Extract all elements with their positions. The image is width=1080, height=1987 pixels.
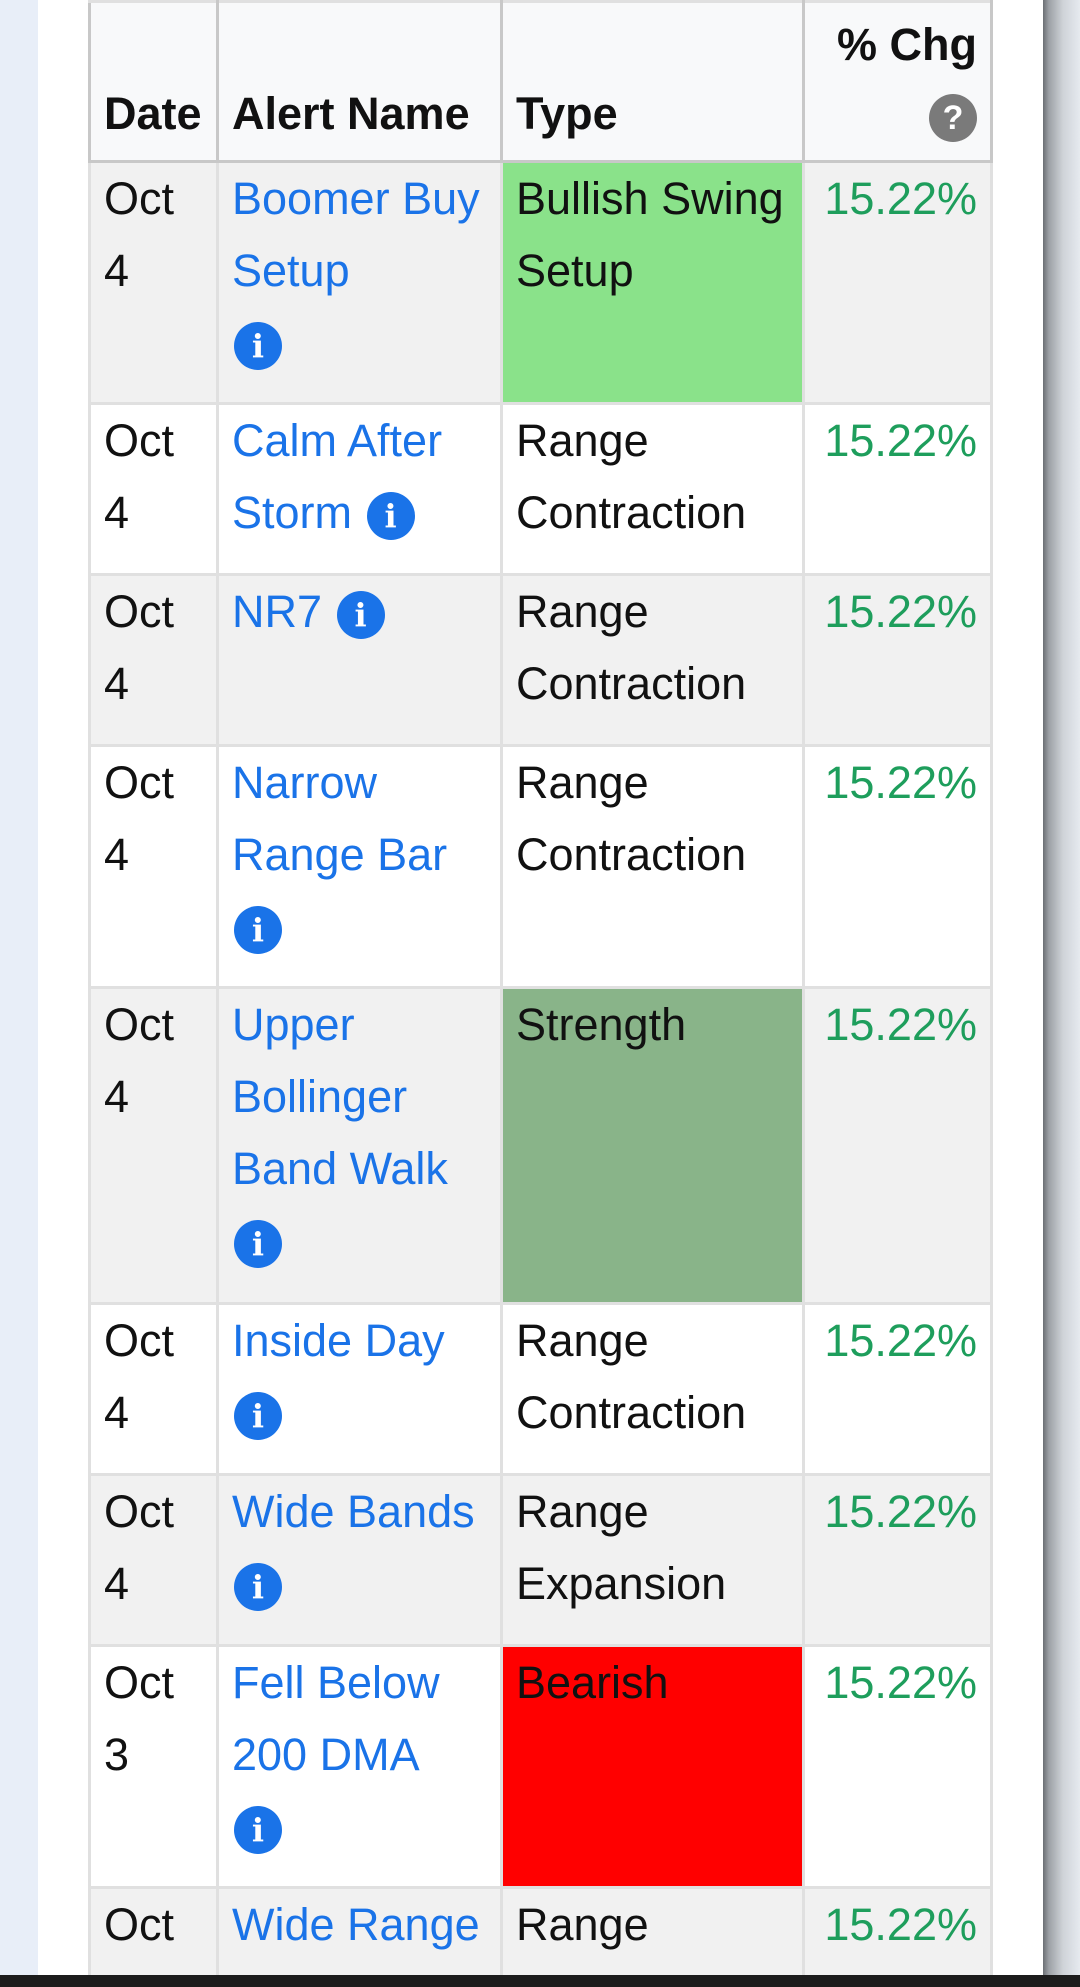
alert-name-cell: Boomer Buy Setup i: [216, 160, 503, 405]
percent-change: 15.22%: [802, 744, 993, 989]
bottom-edge-bar: [0, 1975, 1080, 1987]
alert-name-link[interactable]: NR7: [232, 586, 323, 637]
alert-type: Range Expansion: [500, 1473, 805, 1647]
table-row: Oct 4 Narrow Range Bar i Range Contractio…: [88, 744, 993, 989]
alert-name-link[interactable]: Narrow Range Bar: [232, 757, 448, 880]
info-icon[interactable]: i: [234, 906, 282, 955]
alert-name-cell: Wide Range: [216, 1886, 503, 1975]
alert-date: Oct 4: [88, 744, 219, 989]
column-header-alert-name[interactable]: Alert Name: [216, 0, 503, 163]
alert-date: Oct: [88, 1886, 219, 1975]
alert-name-cell: Inside Day i: [216, 1302, 503, 1476]
alert-date: Oct 4: [88, 1302, 219, 1476]
alert-name-link[interactable]: Upper Bollinger Band Walk: [232, 999, 448, 1194]
table-row: Oct 4 Upper Bollinger Band Walk i Strengt…: [88, 986, 993, 1305]
alert-name-cell: Fell Below 200 DMA i: [216, 1644, 503, 1889]
alert-date: Oct 4: [88, 986, 219, 1305]
alert-type: Bullish Swing Setup: [500, 160, 805, 405]
info-icon[interactable]: i: [234, 1563, 282, 1612]
alert-type: Range: [500, 1886, 805, 1975]
percent-change: 15.22%: [802, 402, 993, 576]
alert-type: Bearish: [500, 1644, 805, 1889]
info-icon[interactable]: i: [234, 1392, 282, 1441]
alert-name-link[interactable]: Inside Day: [232, 1315, 445, 1366]
column-header-date[interactable]: Date: [88, 0, 219, 163]
info-icon[interactable]: i: [234, 1220, 282, 1269]
alert-date: Oct 3: [88, 1644, 219, 1889]
content-panel[interactable]: Date Alert Name Type % Chg ? Oct 4 Boome…: [38, 0, 1043, 1975]
page-background-left: [0, 0, 38, 1987]
info-icon[interactable]: i: [336, 591, 385, 640]
column-header-chg[interactable]: % Chg ?: [802, 0, 993, 163]
table-row: Oct 4 Wide Bands i Range Expansion 15.22%: [88, 1473, 993, 1647]
alert-name-cell: Upper Bollinger Band Walk i: [216, 986, 503, 1305]
column-header-type[interactable]: Type: [500, 0, 805, 163]
table-header-row: Date Alert Name Type % Chg ?: [88, 0, 993, 163]
alert-name-link[interactable]: Boomer Buy Setup: [232, 173, 480, 296]
table-row: Oct 4 NR7 i Range Contraction 15.22%: [88, 573, 993, 747]
help-icon[interactable]: ?: [929, 94, 977, 143]
column-header-chg-label: % Chg: [837, 19, 977, 70]
table-row: Oct 3 Fell Below 200 DMA i Bearish 15.22%: [88, 1644, 993, 1889]
alert-type: Range Contraction: [500, 744, 805, 989]
table-row: Oct 4 Boomer Buy Setup i Bullish Swing Se…: [88, 160, 993, 405]
percent-change: 15.22%: [802, 986, 993, 1305]
alert-type: Range Contraction: [500, 1302, 805, 1476]
info-icon[interactable]: i: [366, 492, 415, 541]
alert-name-cell: Narrow Range Bar i: [216, 744, 503, 989]
alert-name-cell: NR7 i: [216, 573, 503, 747]
alerts-table: Date Alert Name Type % Chg ? Oct 4 Boome…: [88, 0, 993, 1975]
table-row: Oct 4 Inside Day i Range Contraction 15.2…: [88, 1302, 993, 1476]
table-row: Oct Wide Range Range 15.22%: [88, 1886, 993, 1975]
info-icon[interactable]: i: [234, 322, 282, 371]
alert-date: Oct 4: [88, 1473, 219, 1647]
table-row: Oct 4 Calm After Storm i Range Contracti…: [88, 402, 993, 576]
percent-change: 15.22%: [802, 1302, 993, 1476]
alert-type: Strength: [500, 986, 805, 1305]
percent-change: 15.22%: [802, 1644, 993, 1889]
alert-date: Oct 4: [88, 573, 219, 747]
alert-name-cell: Calm After Storm i: [216, 402, 503, 576]
percent-change: 15.22%: [802, 573, 993, 747]
right-edge-shadow: [1043, 0, 1080, 1987]
percent-change: 15.22%: [802, 1886, 993, 1975]
alert-date: Oct 4: [88, 160, 219, 405]
alert-date: Oct 4: [88, 402, 219, 576]
alert-type: Range Contraction: [500, 573, 805, 747]
alert-name-link[interactable]: Calm After Storm: [232, 415, 443, 538]
info-icon[interactable]: i: [234, 1806, 282, 1855]
alert-name-link[interactable]: Wide Range: [232, 1899, 480, 1950]
alert-name-link[interactable]: Wide Bands: [232, 1486, 475, 1537]
alert-type: Range Contraction: [500, 402, 805, 576]
alert-name-link[interactable]: Fell Below 200 DMA: [232, 1657, 440, 1780]
percent-change: 15.22%: [802, 160, 993, 405]
percent-change: 15.22%: [802, 1473, 993, 1647]
alert-name-cell: Wide Bands i: [216, 1473, 503, 1647]
